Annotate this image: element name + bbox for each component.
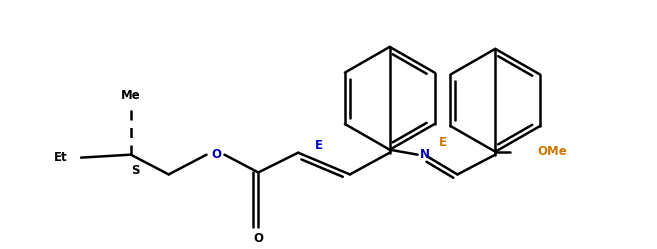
Text: S: S bbox=[131, 164, 140, 177]
Text: Et: Et bbox=[55, 151, 68, 164]
Text: E: E bbox=[438, 136, 447, 149]
Text: N: N bbox=[420, 148, 430, 161]
Text: OMe: OMe bbox=[537, 145, 567, 158]
Text: E: E bbox=[315, 139, 323, 152]
Text: O: O bbox=[212, 148, 221, 161]
Text: O: O bbox=[254, 232, 263, 245]
Text: Me: Me bbox=[121, 89, 141, 102]
